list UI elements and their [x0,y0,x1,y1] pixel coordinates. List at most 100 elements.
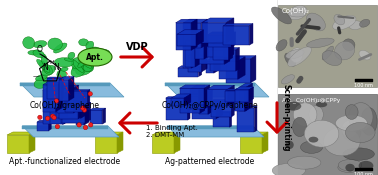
Polygon shape [176,19,197,23]
Polygon shape [204,92,208,109]
Ellipse shape [345,164,355,172]
Polygon shape [62,106,85,123]
Ellipse shape [54,58,73,67]
Polygon shape [69,76,74,101]
Polygon shape [238,57,245,79]
Polygon shape [184,94,191,106]
Ellipse shape [308,137,318,143]
Polygon shape [195,43,204,59]
Polygon shape [117,132,123,153]
Polygon shape [207,89,228,106]
Ellipse shape [76,61,94,75]
Polygon shape [212,112,230,127]
Ellipse shape [271,7,291,24]
Ellipse shape [336,115,367,131]
Ellipse shape [359,50,371,60]
Polygon shape [43,87,63,91]
Polygon shape [95,135,117,153]
Polygon shape [191,85,205,89]
Polygon shape [235,87,254,90]
Polygon shape [180,93,205,96]
Polygon shape [237,107,254,132]
Ellipse shape [322,46,333,60]
Polygon shape [43,104,68,107]
Polygon shape [166,97,190,98]
Ellipse shape [272,163,305,175]
Ellipse shape [33,50,44,58]
Text: Screen-printing: Screen-printing [281,84,290,152]
Ellipse shape [281,75,294,84]
Polygon shape [187,97,190,120]
Polygon shape [223,26,249,45]
Polygon shape [190,92,208,94]
Ellipse shape [86,41,94,50]
Ellipse shape [343,39,355,51]
Polygon shape [191,89,199,104]
Circle shape [81,106,85,110]
Polygon shape [90,110,102,124]
Ellipse shape [285,102,301,111]
Ellipse shape [78,61,85,67]
Polygon shape [212,111,232,112]
Ellipse shape [71,57,85,69]
Circle shape [82,108,87,112]
Ellipse shape [83,62,93,72]
Polygon shape [213,41,233,44]
Polygon shape [226,59,251,83]
Ellipse shape [342,124,361,141]
Polygon shape [249,24,253,45]
Polygon shape [22,126,108,129]
Polygon shape [59,96,78,119]
Text: O: O [37,46,43,54]
Polygon shape [67,90,90,91]
Ellipse shape [345,122,375,143]
Polygon shape [65,90,87,93]
Polygon shape [190,94,204,109]
Polygon shape [214,57,220,73]
Polygon shape [183,19,208,23]
Polygon shape [228,85,234,106]
Polygon shape [62,107,78,123]
Polygon shape [171,98,184,106]
Polygon shape [226,56,256,59]
Polygon shape [59,80,69,101]
Ellipse shape [301,141,322,153]
Polygon shape [22,126,119,137]
Polygon shape [237,106,257,107]
Ellipse shape [93,49,110,53]
Polygon shape [50,102,67,104]
Bar [278,94,377,175]
Ellipse shape [333,15,356,30]
Polygon shape [174,132,180,153]
Ellipse shape [338,162,360,173]
Text: Apt.-functionalized electrode: Apt.-functionalized electrode [9,157,121,166]
Circle shape [52,115,56,120]
Text: N: N [53,64,59,72]
Polygon shape [76,113,84,125]
Polygon shape [240,132,268,135]
Ellipse shape [68,52,75,59]
Text: 1. Binding Apt.: 1. Binding Apt. [146,125,197,131]
Polygon shape [229,43,234,57]
Ellipse shape [345,105,358,120]
Ellipse shape [61,67,68,71]
Polygon shape [185,40,195,67]
Polygon shape [20,83,124,97]
Bar [278,5,377,87]
Polygon shape [64,102,67,124]
Circle shape [45,116,50,121]
Circle shape [88,123,93,127]
Polygon shape [202,23,226,43]
Polygon shape [81,93,86,118]
Polygon shape [95,132,123,135]
Polygon shape [180,88,204,105]
Ellipse shape [78,57,93,72]
Ellipse shape [72,65,77,71]
Polygon shape [7,135,29,153]
Ellipse shape [286,50,304,59]
Polygon shape [43,82,62,85]
Text: 100 nm: 100 nm [354,83,373,88]
Ellipse shape [71,59,84,72]
Polygon shape [225,89,249,90]
Polygon shape [206,57,220,61]
